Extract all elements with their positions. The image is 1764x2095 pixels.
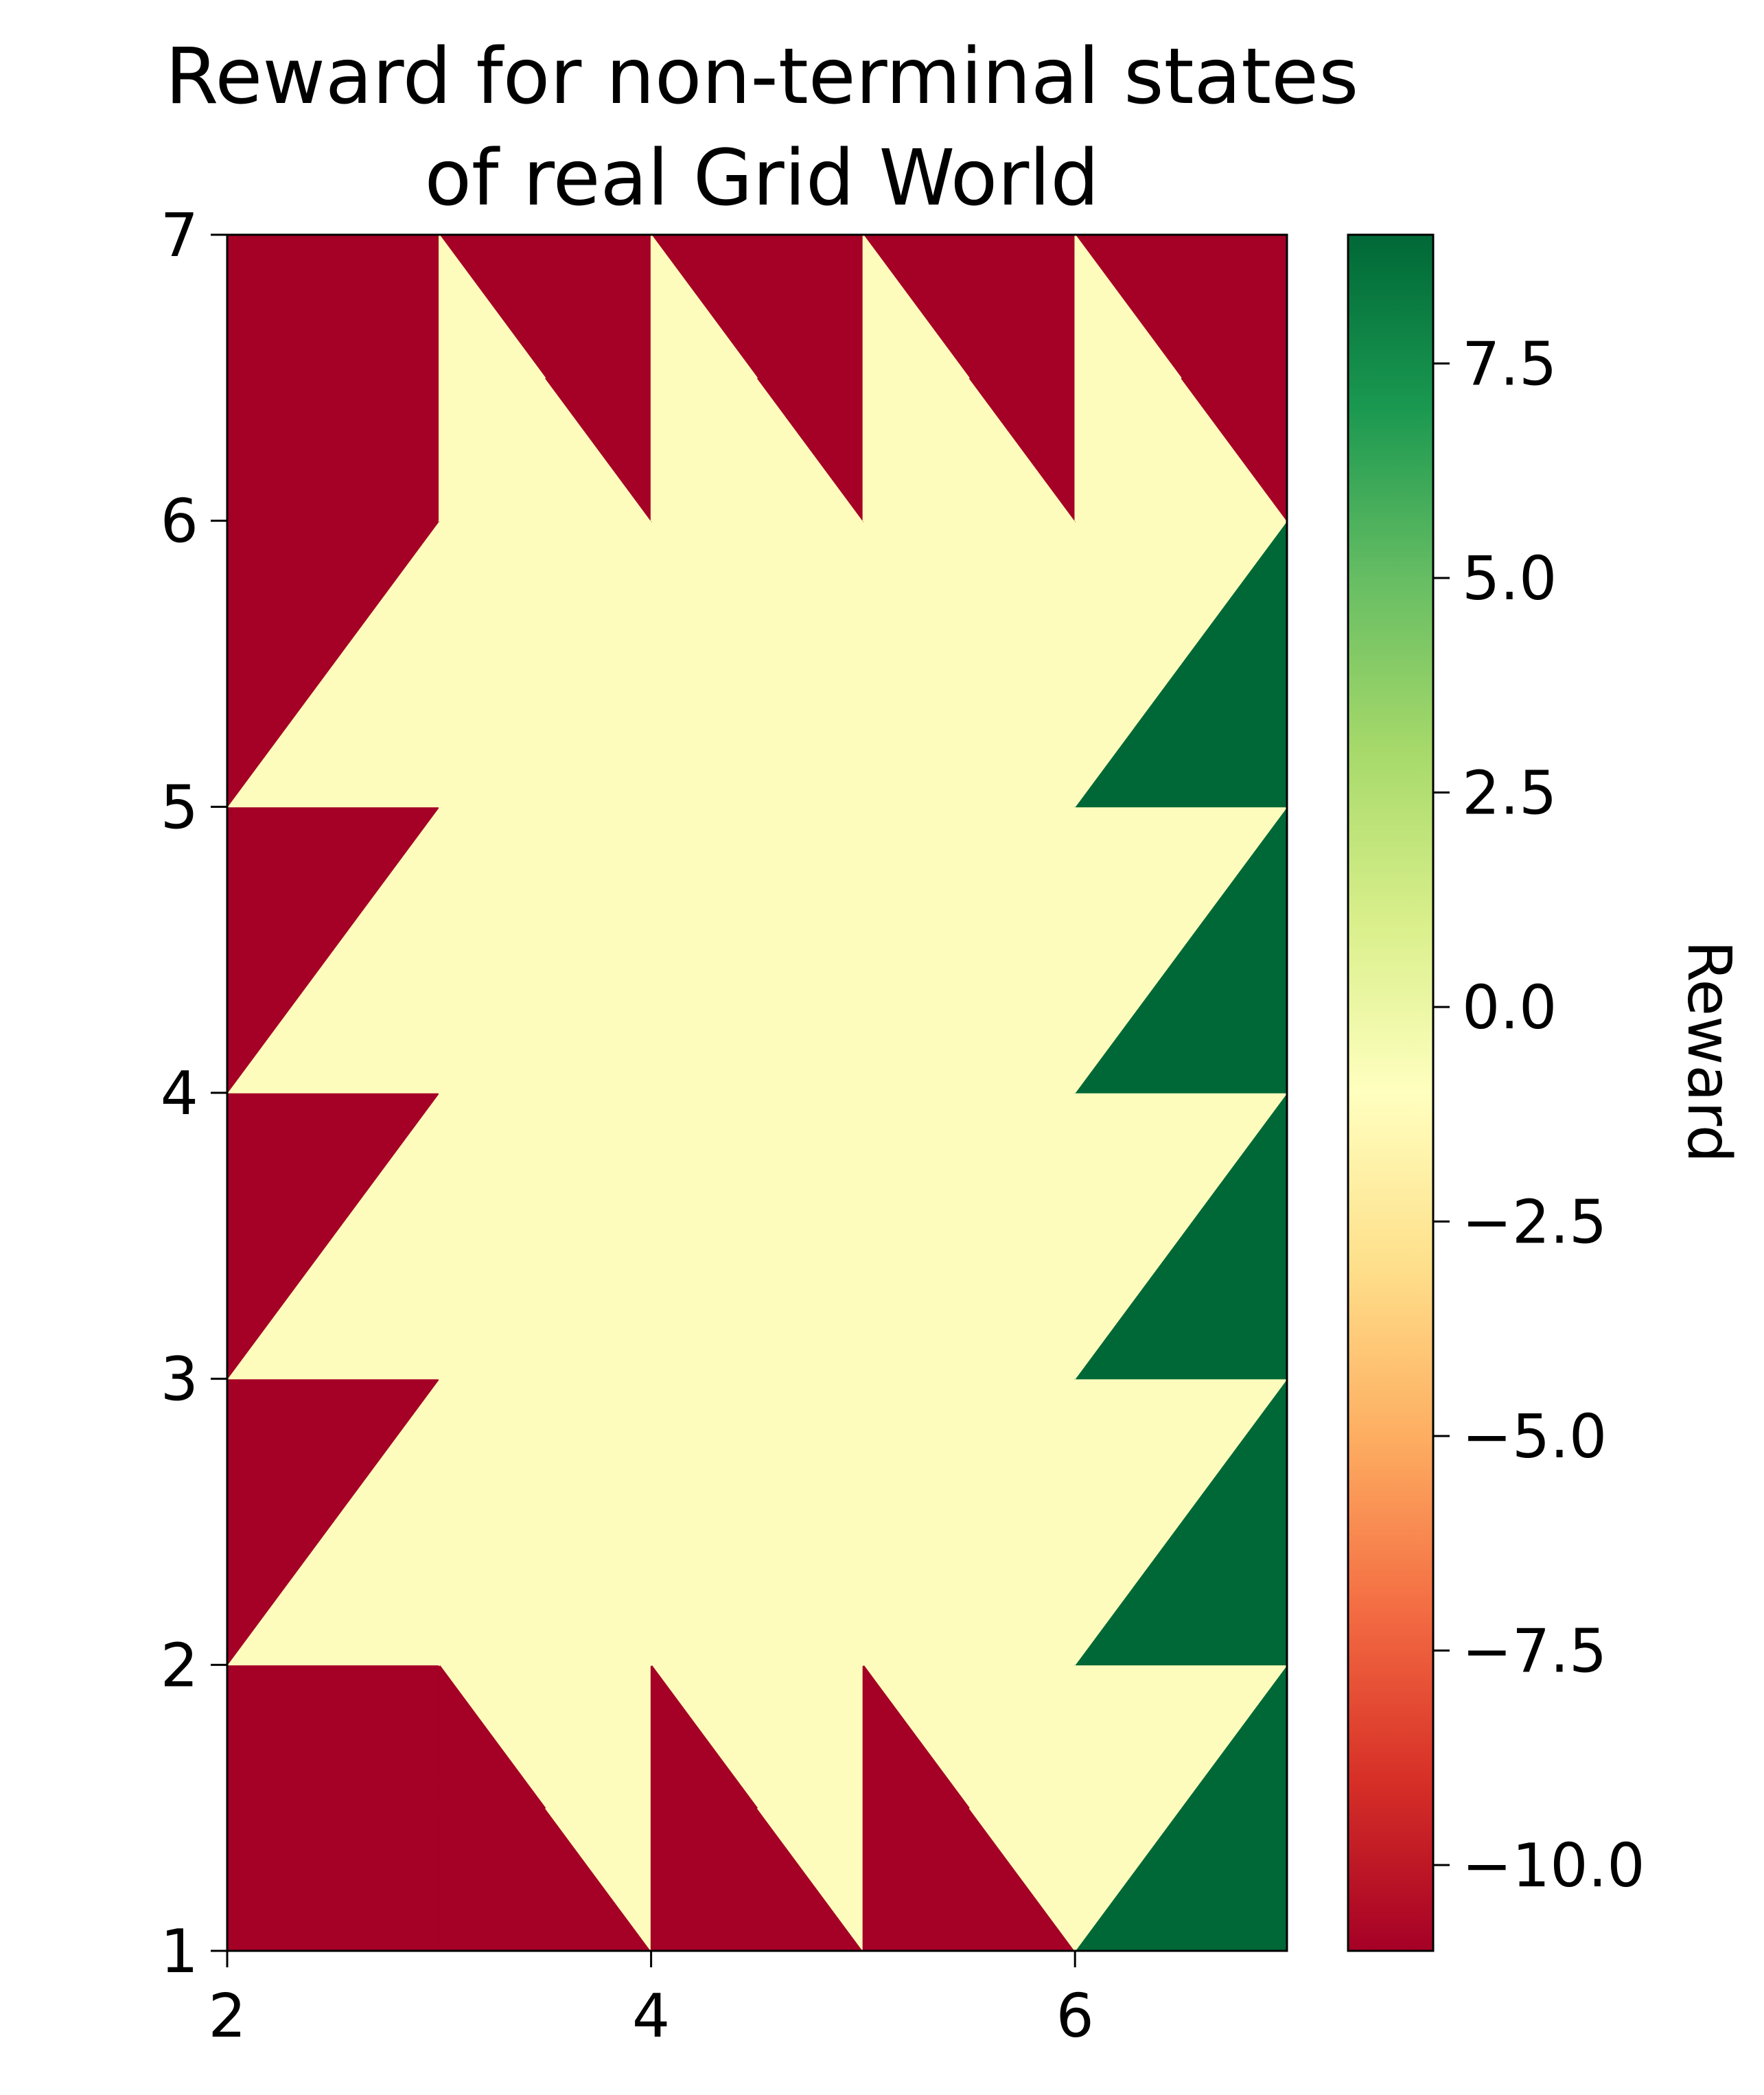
x-tick-label: 2 — [208, 1981, 246, 2051]
heatmap-cell — [227, 520, 334, 808]
heatmap-cell — [439, 519, 546, 809]
heatmap-cell — [1074, 235, 1182, 522]
heatmap-cell — [439, 1663, 546, 1951]
colorbar: 7.5 5.0 2.5 0.0 −2.5 −5.0 −7.5 −10.0 Reward — [1347, 233, 1744, 1952]
colorbar-tick-label: −10.0 — [1462, 1831, 1645, 1901]
heatmap-cell — [862, 1091, 970, 1380]
colorbar-label: Reward — [1674, 940, 1744, 1163]
colorbar-tick-label: 5.0 — [1462, 544, 1557, 614]
heatmap-cell — [650, 519, 758, 809]
heatmap-cell — [1074, 519, 1182, 809]
heatmap-cell — [650, 1663, 758, 1951]
heatmap-cell — [862, 805, 970, 1095]
heatmap-cell — [862, 519, 970, 809]
x-tick-label: 4 — [632, 1981, 670, 2051]
colorbar-tick-label: 0.0 — [1462, 973, 1557, 1043]
heatmap-cell — [1074, 805, 1182, 1095]
colorbar-tick-label: −2.5 — [1462, 1188, 1607, 1258]
heatmap-cell — [227, 1664, 334, 1951]
colorbar-tick-label: 7.5 — [1462, 329, 1557, 400]
heatmap-cell — [862, 1663, 970, 1951]
heatmap-cell — [650, 805, 758, 1095]
y-tick-label: 5 — [161, 772, 198, 842]
chart-title-line-2: of real Grid World — [424, 134, 1099, 223]
y-tick-label: 1 — [161, 1917, 198, 1987]
y-tick-label: 7 — [161, 200, 198, 270]
plot-area — [226, 233, 1288, 1952]
heatmap-cell — [439, 1091, 546, 1380]
colorbar-tick-label: 2.5 — [1462, 759, 1557, 829]
heatmap-cell — [439, 235, 546, 522]
heatmap-cell — [1074, 1091, 1182, 1380]
heatmap-cell — [1074, 1377, 1182, 1667]
heatmap-cell — [650, 235, 758, 522]
heatmap-cell — [862, 235, 970, 522]
chart-title-line-1: Reward for non-terminal states — [165, 32, 1359, 121]
heatmap-cell — [439, 1377, 546, 1667]
heatmap-cell — [227, 806, 334, 1094]
x-tick-label: 6 — [1056, 1981, 1094, 2051]
heatmap-cell — [650, 1091, 758, 1380]
heatmap-cell — [227, 1378, 334, 1666]
y-tick-label: 2 — [161, 1630, 198, 1700]
y-tick-label: 6 — [161, 487, 198, 557]
heatmap-cell — [1074, 1663, 1182, 1951]
y-tick-label: 3 — [161, 1345, 198, 1415]
y-axis: 1 2 3 4 5 6 7 — [161, 200, 227, 1987]
colorbar-tick-label: −5.0 — [1462, 1402, 1607, 1472]
x-axis: 2 4 6 — [208, 1951, 1094, 2051]
heatmap-cell — [227, 235, 334, 522]
heatmap-cell — [862, 1377, 970, 1667]
chart-title: Reward for non-terminal states of real G… — [165, 32, 1359, 223]
heatmap-cells — [227, 235, 1287, 1951]
colorbar-gradient — [1347, 233, 1435, 1952]
heatmap-cell — [439, 805, 546, 1095]
heatmap-cell — [650, 1377, 758, 1667]
y-tick-label: 4 — [161, 1058, 198, 1128]
colorbar-tick-label: −7.5 — [1462, 1617, 1607, 1687]
heatmap-cell — [227, 1091, 334, 1380]
